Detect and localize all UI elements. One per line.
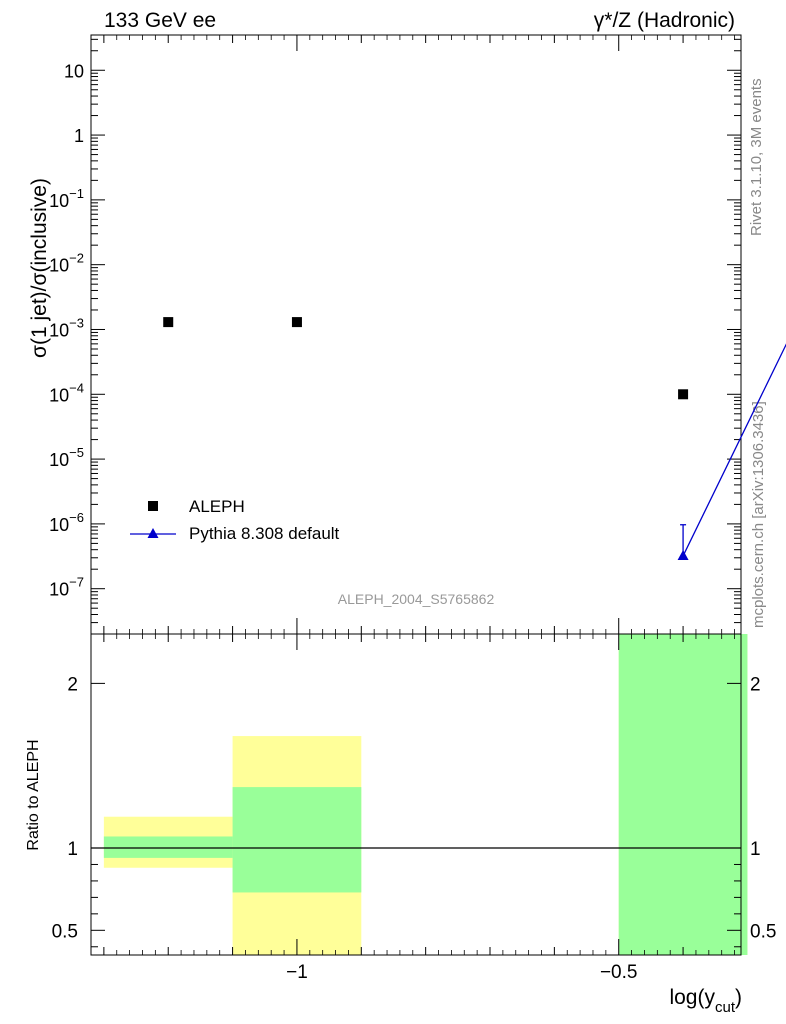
main-y-axis-label: σ(1 jet)/σ(inclusive) — [28, 178, 51, 358]
ratio-y-tick-label: 0.5 — [52, 921, 78, 942]
main-y-tick-label: 1 — [74, 126, 84, 146]
main-frame — [90, 34, 742, 635]
main-y-tick-label: 10−6 — [49, 510, 84, 535]
x-axis-label-sub: cut — [715, 999, 736, 1016]
legend-label-pythia: Pythia 8.308 default — [189, 524, 340, 543]
aleph-point — [678, 389, 689, 400]
main-tick-labels: 10−7 10−6 10−5 10−4 10−3 10−2 10−1 1 10 — [49, 61, 84, 599]
legend-marker-pythia — [147, 528, 159, 538]
x-axis-label-tail: ) — [735, 986, 742, 1009]
ratio-band-stat — [232, 787, 362, 893]
ratio-y-axis-label: Ratio to ALEPH — [25, 739, 42, 850]
main-y-tick-label: 10−4 — [49, 380, 84, 405]
aleph-point — [163, 317, 174, 328]
ratio-panel: 0.5 0.5 1 1 2 2 −1 −0.5 Ratio to ALEPH log(ycut… — [25, 633, 777, 1016]
legend-marker-aleph — [148, 501, 158, 511]
mcplots-label: mcplots.cern.ch [arXiv:1306.3436] — [750, 401, 767, 628]
ratio-y-tick-label-right: 2 — [750, 674, 761, 695]
watermark: ALEPH_2004_S5765862 — [338, 591, 495, 607]
main-y-tick-label: 10−1 — [49, 186, 84, 211]
legend: ALEPH Pythia 8.308 default — [130, 497, 340, 543]
ratio-y-tick-label: 2 — [67, 674, 78, 695]
aleph-point — [291, 317, 302, 328]
x-tick-label: −0.5 — [600, 962, 638, 983]
legend-label-aleph: ALEPH — [189, 497, 245, 516]
pythia-line — [682, 343, 786, 557]
x-axis-label-main: log(y — [669, 986, 715, 1009]
x-axis-label: log(ycut) — [669, 986, 742, 1016]
main-panel: 10−7 10−6 10−5 10−4 10−3 10−2 10−1 1 10 σ(1 jet)… — [28, 34, 786, 635]
header-right: γ*/Z (Hadronic) — [594, 9, 735, 32]
rivet-label: Rivet 3.1.10, 3M events — [748, 78, 765, 236]
x-tick-label: −1 — [286, 962, 308, 983]
ratio-bands — [91, 634, 748, 955]
main-y-tick-label: 10−2 — [49, 251, 84, 276]
main-y-tick-label: 10−3 — [49, 315, 84, 340]
ratio-ticks — [91, 634, 741, 955]
main-y-tick-label: 10−7 — [49, 575, 84, 600]
ratio-y-tick-label: 1 — [67, 839, 78, 860]
ratio-band-stat — [618, 634, 748, 955]
header-left: 133 GeV ee — [104, 9, 216, 32]
ratio-y-tick-label-right: 0.5 — [750, 921, 776, 942]
ratio-tick-labels: 0.5 0.5 1 1 2 2 −1 −0.5 — [52, 674, 777, 983]
main-y-tick-label: 10 — [64, 61, 84, 81]
ratio-y-tick-label-right: 1 — [750, 839, 761, 860]
main-series — [163, 317, 786, 560]
ratio-band-stat — [103, 836, 233, 858]
main-ticks — [91, 35, 741, 635]
ratio-frame — [90, 633, 742, 956]
main-y-tick-label: 10−5 — [49, 445, 84, 470]
pythia-point — [677, 549, 689, 560]
